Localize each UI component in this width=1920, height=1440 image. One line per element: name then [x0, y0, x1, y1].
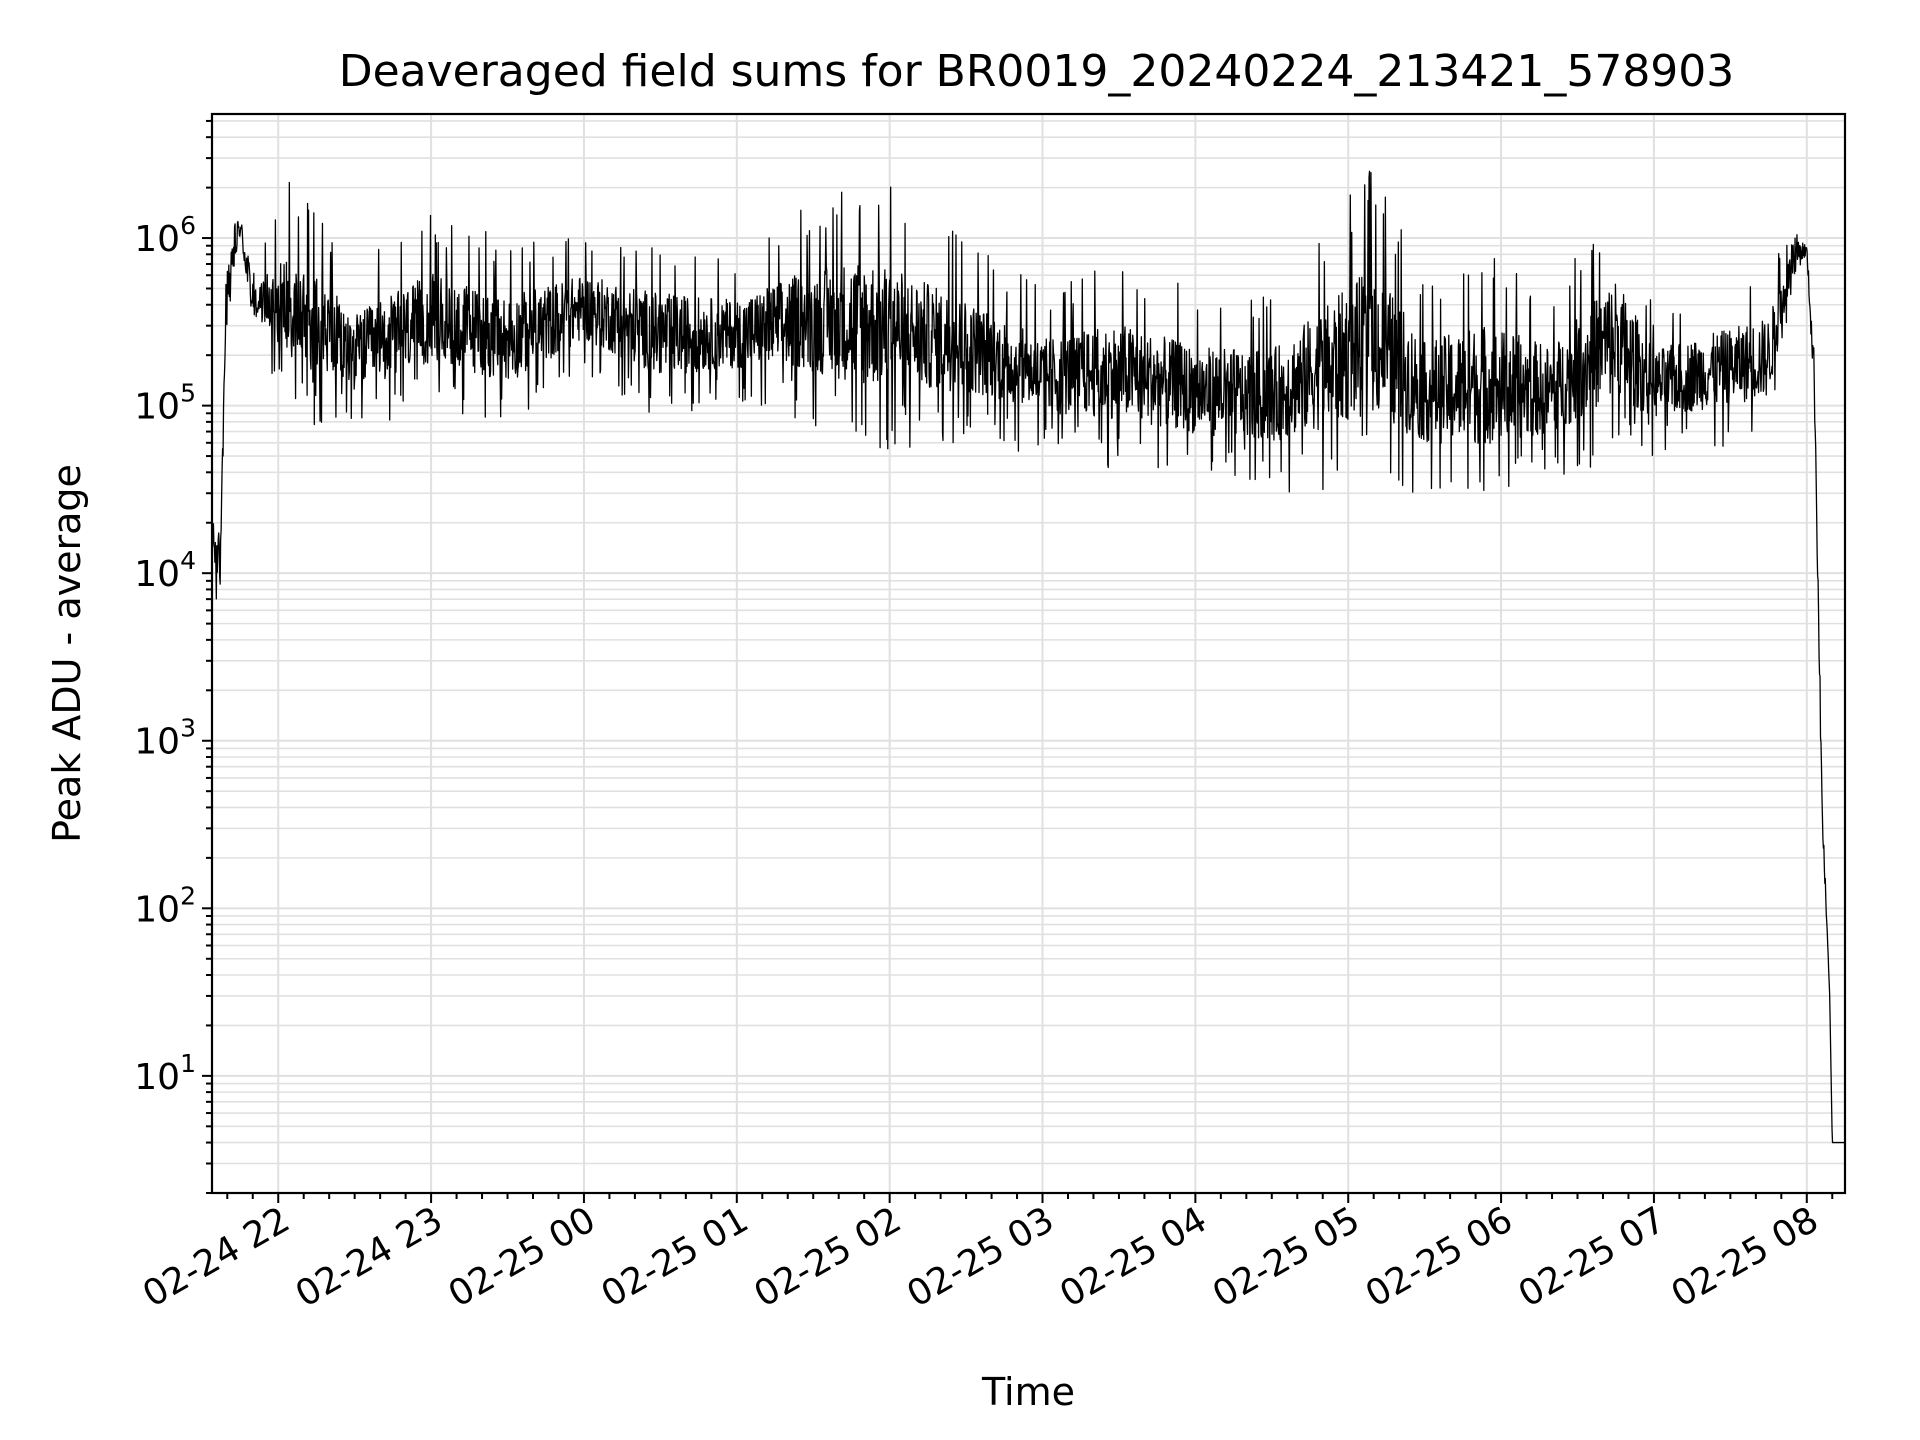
- series-layer: [211, 170, 1846, 1144]
- plot-area-frame: [210, 112, 1847, 1195]
- y-tick-base: 10: [134, 387, 180, 428]
- y-tick-exponent: 2: [180, 881, 196, 910]
- y-tick-exponent: 1: [180, 1049, 196, 1078]
- y-tick-exponent: 4: [180, 546, 196, 575]
- y-tick-base: 10: [134, 722, 180, 763]
- y-tick-label: 105: [134, 379, 196, 428]
- y-tick-label: 102: [134, 881, 196, 930]
- y-tick-base: 10: [134, 889, 180, 930]
- y-tick-exponent: 6: [180, 211, 196, 240]
- y-tick-label: 104: [134, 546, 196, 595]
- y-tick-base: 10: [134, 554, 180, 595]
- y-tick-base: 10: [134, 1057, 180, 1098]
- grid-layer: [212, 114, 1845, 1194]
- y-tick-exponent: 5: [180, 379, 196, 408]
- y-tick-label: 101: [134, 1049, 196, 1098]
- x-axis-label: Time: [981, 1370, 1075, 1414]
- y-axis-label: Peak ADU - average: [45, 464, 89, 843]
- chart-title: Deaveraged field sums for BR0019_2024022…: [339, 46, 1735, 97]
- y-tick-base: 10: [134, 219, 180, 260]
- y-tick-exponent: 3: [180, 714, 196, 743]
- series-line: [211, 170, 1846, 1144]
- y-tick-label: 106: [134, 211, 196, 260]
- y-tick-label: 103: [134, 714, 196, 763]
